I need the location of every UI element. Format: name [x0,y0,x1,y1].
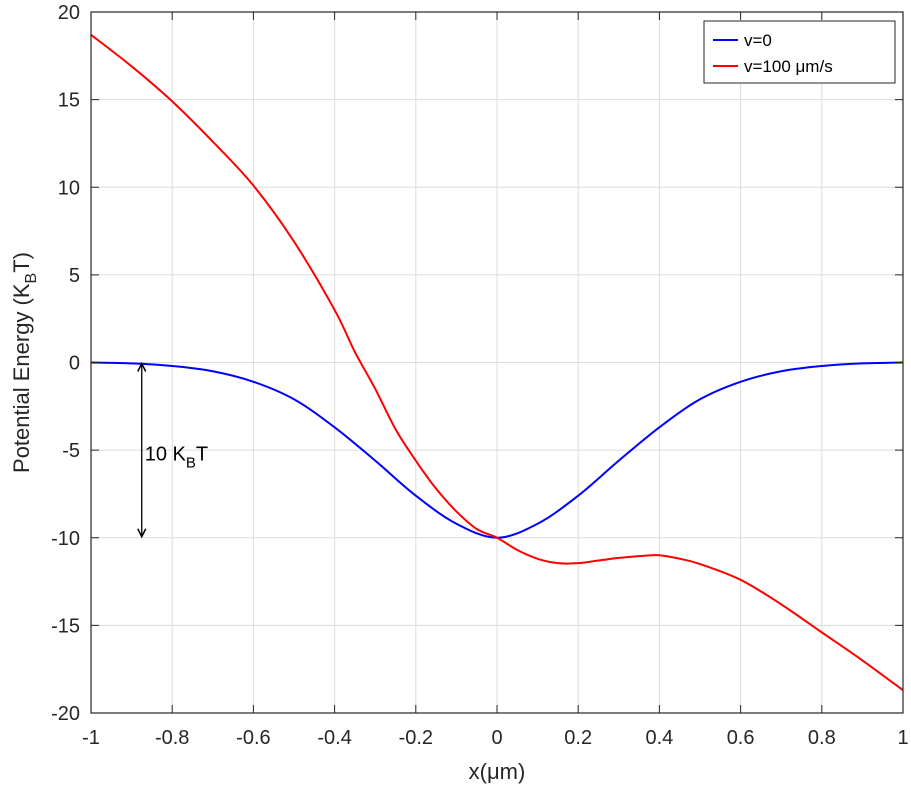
x-tick-label: -1 [82,727,100,749]
x-tick-label: -0.4 [317,727,351,749]
legend-label-v0: v=0 [744,31,772,50]
arrow-head-down [137,528,147,539]
annotation: 10 KBT [137,361,208,539]
x-tick-label: 1 [897,727,908,749]
annotation-label: 10 KBT [145,444,208,472]
y-tick-label: -5 [62,440,80,462]
tick-labels: -1 -0.8 -0.6 -0.4 -0.2 0 0.2 0.4 0.6 0.8 1 20 15 10 5 0… [51,2,908,749]
x-tick-label: -0.8 [155,727,189,749]
grid [90,11,904,714]
x-tick-label: 0.2 [564,727,592,749]
series-layer [90,33,904,692]
y-tick-label: -20 [51,703,80,725]
series-line-v100 [90,33,904,692]
y-tick-label: 10 [58,177,80,199]
legend-box [703,20,896,84]
axis-ticks [90,11,904,714]
x-tick-label: -0.2 [399,727,433,749]
legend-label-v100: v=100 μm/s [744,57,833,76]
y-tick-label: -10 [51,528,80,550]
x-tick-label: 0 [491,727,502,749]
x-tick-label: -0.6 [236,727,270,749]
y-axis-label: Potential Energy (KBT) [9,252,40,473]
y-tick-label: 15 [58,90,80,112]
x-tick-label: 0.8 [808,727,836,749]
arrow-head-up [137,361,147,372]
x-tick-label: 0.6 [727,727,755,749]
x-axis-label: x(μm) [469,759,526,784]
y-tick-label: 5 [69,265,80,287]
legend: v=0 v=100 μm/s [703,20,896,84]
y-tick-label: 20 [58,2,80,24]
x-tick-label: 0.4 [645,727,673,749]
y-tick-label: 0 [69,353,80,375]
y-tick-label: -15 [51,615,80,637]
